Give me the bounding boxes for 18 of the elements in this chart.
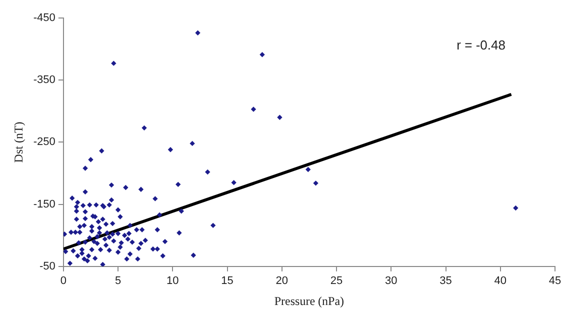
x-axis-title: Pressure (nPa) [274, 294, 344, 308]
annotation: r = -0.48 [456, 38, 506, 53]
x-tick-label: 20 [276, 275, 288, 288]
x-tick-label: 15 [221, 275, 234, 288]
x-tick-label: 25 [330, 275, 343, 288]
y-tick-label: -250 [33, 136, 56, 148]
x-tick-label: 30 [385, 275, 398, 288]
y-tick-label: -350 [33, 74, 56, 86]
x-tick-label: 5 [114, 275, 122, 288]
x-tick-label: 0 [60, 275, 66, 288]
x-tick-label: 40 [494, 275, 507, 288]
y-tick-label: -50 [40, 260, 56, 272]
x-tick-label: 45 [548, 275, 562, 288]
y-tick-label: -450 [33, 12, 56, 24]
x-tick-label: 10 [166, 275, 179, 288]
y-axis-title: Dst (nT) [11, 122, 26, 163]
y-tick-label: -150 [33, 198, 56, 210]
x-tick-label: 35 [440, 275, 452, 288]
